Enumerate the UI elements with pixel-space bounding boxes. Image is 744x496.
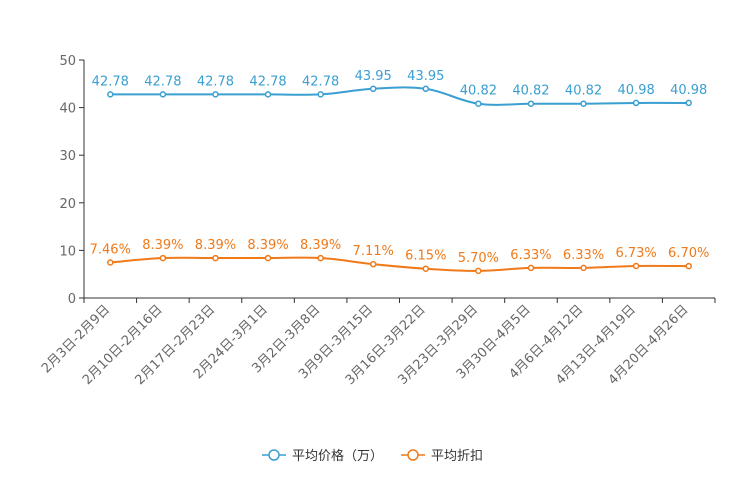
data-point[interactable] <box>107 91 114 98</box>
data-label: 42.78 <box>92 74 129 89</box>
data-label: 42.78 <box>302 74 339 89</box>
data-label: 6.15% <box>405 249 446 264</box>
data-label: 42.78 <box>249 74 286 89</box>
legend-item-1[interactable]: 平均价格（万） <box>262 448 383 464</box>
data-label: 40.98 <box>618 83 655 98</box>
data-point[interactable] <box>264 91 272 98</box>
series-layer: 42.78 42.78 42.78 42.78 42.78 43.95 43.95 40.82… <box>90 69 709 275</box>
data-point[interactable] <box>422 265 430 272</box>
data-point[interactable] <box>422 85 430 93</box>
legend-label: 平均价格（万） <box>292 448 383 464</box>
y-tick-label: 20 <box>59 197 76 212</box>
data-label: 8.39% <box>247 238 288 253</box>
y-tick-label: 30 <box>59 149 76 164</box>
data-label: 42.78 <box>197 74 234 89</box>
data-label: 6.73% <box>615 246 656 261</box>
data-point[interactable] <box>475 100 482 107</box>
data-label: 6.33% <box>510 248 551 263</box>
data-label: 5.70% <box>458 251 499 266</box>
data-point[interactable] <box>159 254 167 262</box>
series-2: 7.46% 8.39% 8.39% 8.39% 8.39% 7.11% 6.15% 5.70%… <box>90 238 709 275</box>
data-label: 8.39% <box>142 238 183 253</box>
data-point[interactable] <box>527 264 535 272</box>
y-tick-label: 40 <box>59 102 76 117</box>
data-label: 40.82 <box>460 84 497 99</box>
legend-label: 平均折扣 <box>431 449 483 464</box>
y-tick-label: 10 <box>59 244 76 259</box>
data-point[interactable] <box>317 91 324 98</box>
data-label: 6.33% <box>563 248 604 263</box>
data-label: 40.82 <box>512 84 549 99</box>
data-label: 40.82 <box>565 84 602 99</box>
data-point[interactable] <box>580 100 587 107</box>
data-label: 8.39% <box>300 238 341 253</box>
legend[interactable]: 平均价格（万） 平均折扣 <box>262 448 483 464</box>
series-line <box>110 86 689 106</box>
data-point[interactable] <box>632 99 640 107</box>
data-point[interactable] <box>317 254 324 262</box>
data-label: 7.46% <box>90 242 131 257</box>
data-point[interactable] <box>685 99 692 107</box>
data-label: 7.11% <box>353 244 394 259</box>
legend-marker-icon <box>407 449 419 461</box>
series-line <box>110 256 689 272</box>
data-point[interactable] <box>475 267 482 275</box>
data-point[interactable] <box>107 259 114 266</box>
data-point[interactable] <box>580 264 587 272</box>
data-label: 43.95 <box>355 69 392 84</box>
data-point[interactable] <box>264 254 272 262</box>
y-tick-label: 50 <box>59 54 76 69</box>
data-point[interactable] <box>212 254 219 262</box>
data-label: 8.39% <box>195 238 236 253</box>
data-label: 6.70% <box>668 246 709 261</box>
legend-item-2[interactable]: 平均折扣 <box>401 449 483 464</box>
data-point[interactable] <box>212 91 219 98</box>
y-tick-label: 0 <box>68 292 76 307</box>
data-point[interactable] <box>685 262 692 270</box>
legend-marker-icon <box>268 449 280 461</box>
data-point[interactable] <box>369 85 377 93</box>
y-axis: 0 10 20 30 40 50 <box>59 54 85 307</box>
data-label: 42.78 <box>144 74 181 89</box>
x-axis: 2月3日-2月9日2月10日-2月16日2月17日-2月23日2月24日-3月1… <box>39 297 716 388</box>
data-point[interactable] <box>369 260 377 268</box>
data-label: 43.95 <box>407 69 444 84</box>
data-point[interactable] <box>527 100 535 107</box>
data-point[interactable] <box>159 91 167 98</box>
series-1: 42.78 42.78 42.78 42.78 42.78 43.95 43.95 40.82… <box>92 69 707 107</box>
data-label: 40.98 <box>670 83 707 98</box>
data-point[interactable] <box>632 262 640 270</box>
